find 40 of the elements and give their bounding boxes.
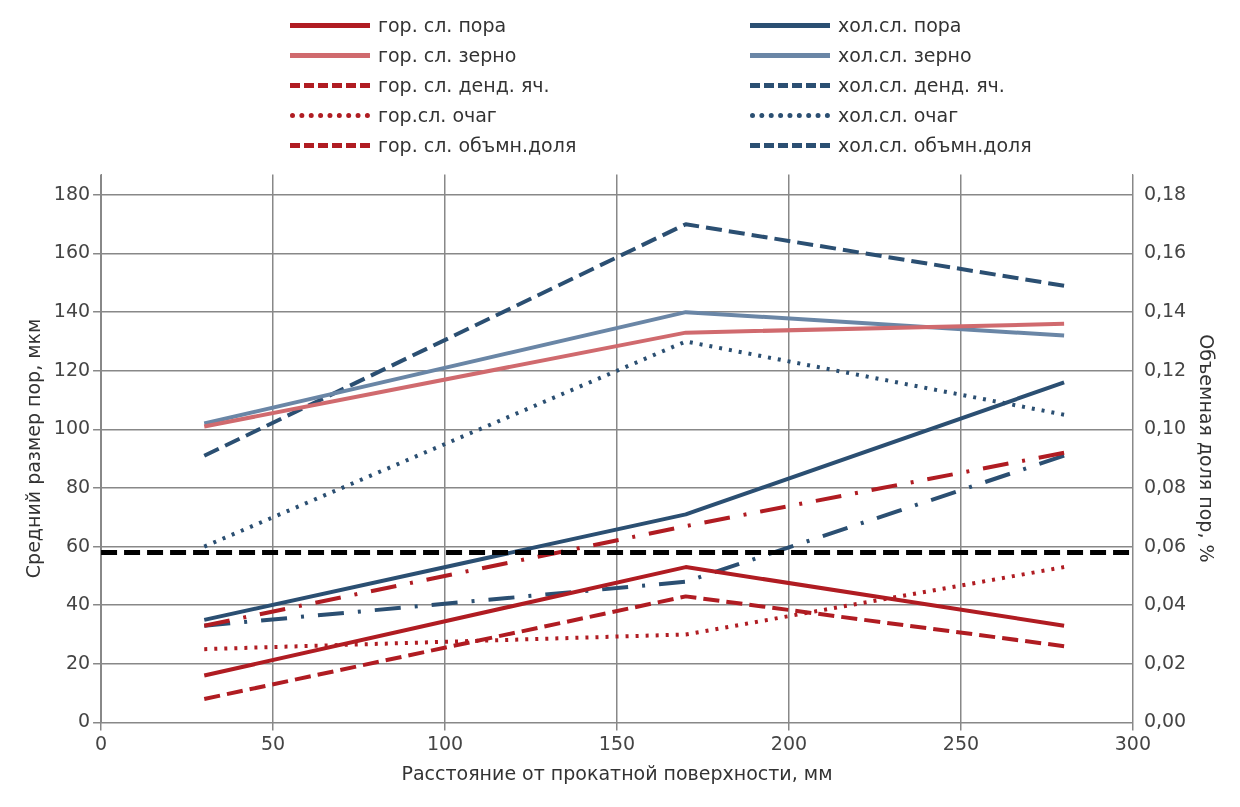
y-tick-label: 160 — [53, 240, 91, 263]
legend-label: хол.сл. пора — [838, 14, 962, 36]
y2-tick-label: 0,02 — [1143, 650, 1187, 673]
y2-tick-label: 0,04 — [1143, 592, 1187, 615]
legend-label: гор. сл. денд. яч. — [378, 74, 550, 96]
legend-label: хол.сл. денд. яч. — [838, 74, 1005, 96]
legend-label: хол.сл. очаг — [838, 104, 959, 126]
legend-label: гор. сл. объмн.доля — [378, 134, 577, 156]
y-tick-label: 0 — [77, 709, 91, 732]
x-tick-label: 100 — [426, 731, 464, 754]
y-tick-label: 120 — [53, 357, 91, 380]
x-axis-title: Расстояние от прокатной поверхности, мм — [401, 761, 833, 784]
y2-tick-label: 0,08 — [1143, 474, 1187, 497]
y-tick-label: 40 — [65, 592, 91, 615]
legend-label: хол.сл. зерно — [838, 44, 972, 66]
legend-label: гор.сл. очаг — [378, 104, 497, 126]
y2-tick-label: 0,00 — [1143, 709, 1187, 732]
legend-label: хол.сл. объмн.доля — [838, 134, 1032, 156]
y-tick-label: 80 — [65, 474, 91, 497]
y2-tick-label: 0,16 — [1143, 240, 1187, 263]
y-tick-label: 20 — [65, 650, 91, 673]
x-tick-label: 300 — [1114, 731, 1152, 754]
y-tick-label: 100 — [53, 416, 91, 439]
y2-tick-label: 0,18 — [1143, 181, 1187, 204]
legend-label: гор. сл. пора — [378, 14, 507, 36]
legend-label: гор. сл. зерно — [378, 44, 517, 66]
y-tick-label: 60 — [65, 533, 91, 556]
y-axis-title: Средний размер пор, мкм — [22, 318, 45, 579]
y-tick-label: 180 — [53, 181, 91, 204]
y2-axis-title: Объемная доля пор, % — [1195, 334, 1218, 563]
x-tick-label: 200 — [770, 731, 808, 754]
x-tick-label: 250 — [942, 731, 980, 754]
y2-tick-label: 0,12 — [1143, 357, 1187, 380]
x-tick-label: 50 — [260, 731, 286, 754]
x-tick-label: 0 — [95, 731, 108, 754]
x-tick-label: 150 — [598, 731, 636, 754]
y2-tick-label: 0,06 — [1143, 533, 1187, 556]
y2-tick-label: 0,14 — [1143, 299, 1187, 322]
y-tick-label: 140 — [53, 299, 91, 322]
y2-tick-label: 0,10 — [1143, 416, 1187, 439]
